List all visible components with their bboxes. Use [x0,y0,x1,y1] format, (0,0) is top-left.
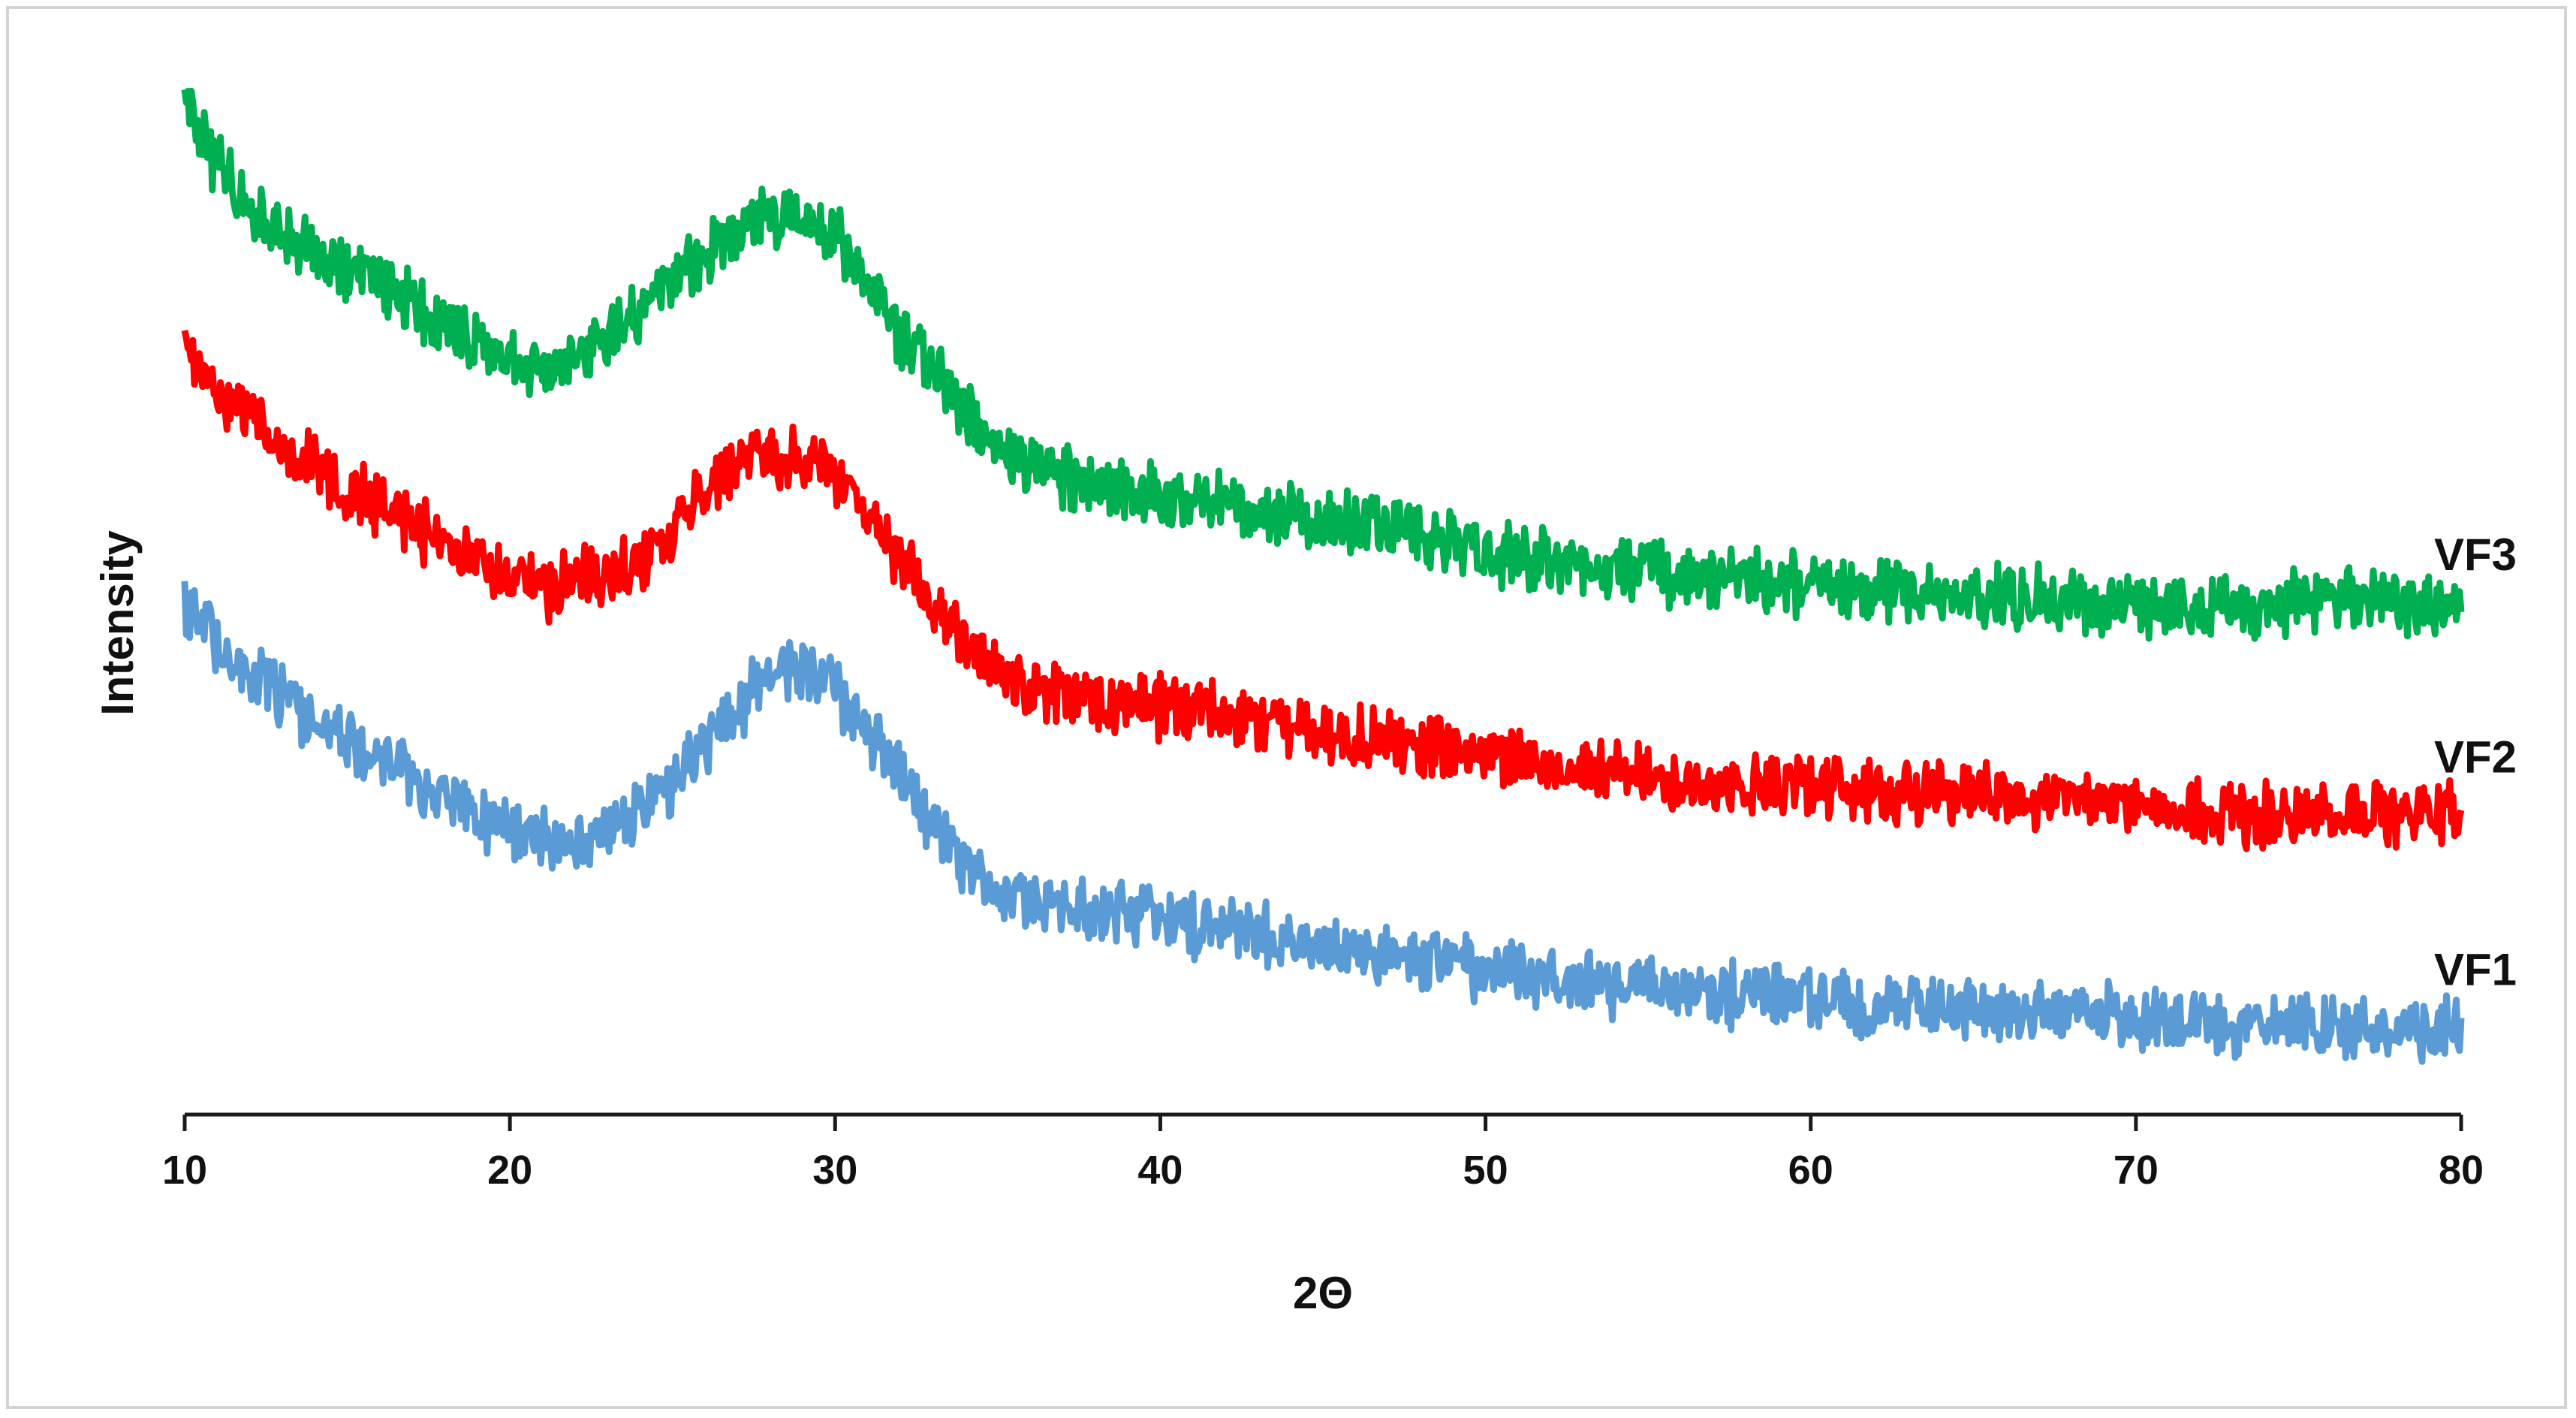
x-tick-label-50: 50 [1463,1148,1508,1193]
x-axis-title: 2Θ [1293,1268,1353,1318]
series-line-vf3 [181,87,2465,642]
series-label-vf1: VF1 [2434,944,2517,994]
x-tick-label-30: 30 [812,1148,857,1193]
series-label-vf3: VF3 [2434,529,2517,580]
series-line-vf1 [181,581,2465,1065]
x-tick-label-20: 20 [487,1148,532,1193]
series-label-vf2: VF2 [2434,732,2517,783]
x-tick-label-70: 70 [2114,1148,2159,1193]
xrd-chart: 10 20 30 40 50 60 70 80 VF3 VF2 VF1 2Θ Intensity [92,87,2517,1318]
x-tick-label-80: 80 [2439,1148,2484,1193]
chart-frame: 10 20 30 40 50 60 70 80 VF3 VF2 VF1 2Θ Intensity [6,6,2567,1409]
x-tick-label-60: 60 [1788,1148,1833,1193]
series-labels-layer: VF3 VF2 VF1 [2434,529,2517,995]
y-axis-title: Intensity [92,530,143,716]
series-line-vf2 [181,330,2465,852]
x-tick-label-10: 10 [162,1148,207,1193]
series-layer [181,87,2465,1065]
x-ticks-layer: 10 20 30 40 50 60 70 80 [162,1115,2484,1193]
x-tick-label-40: 40 [1137,1148,1183,1193]
